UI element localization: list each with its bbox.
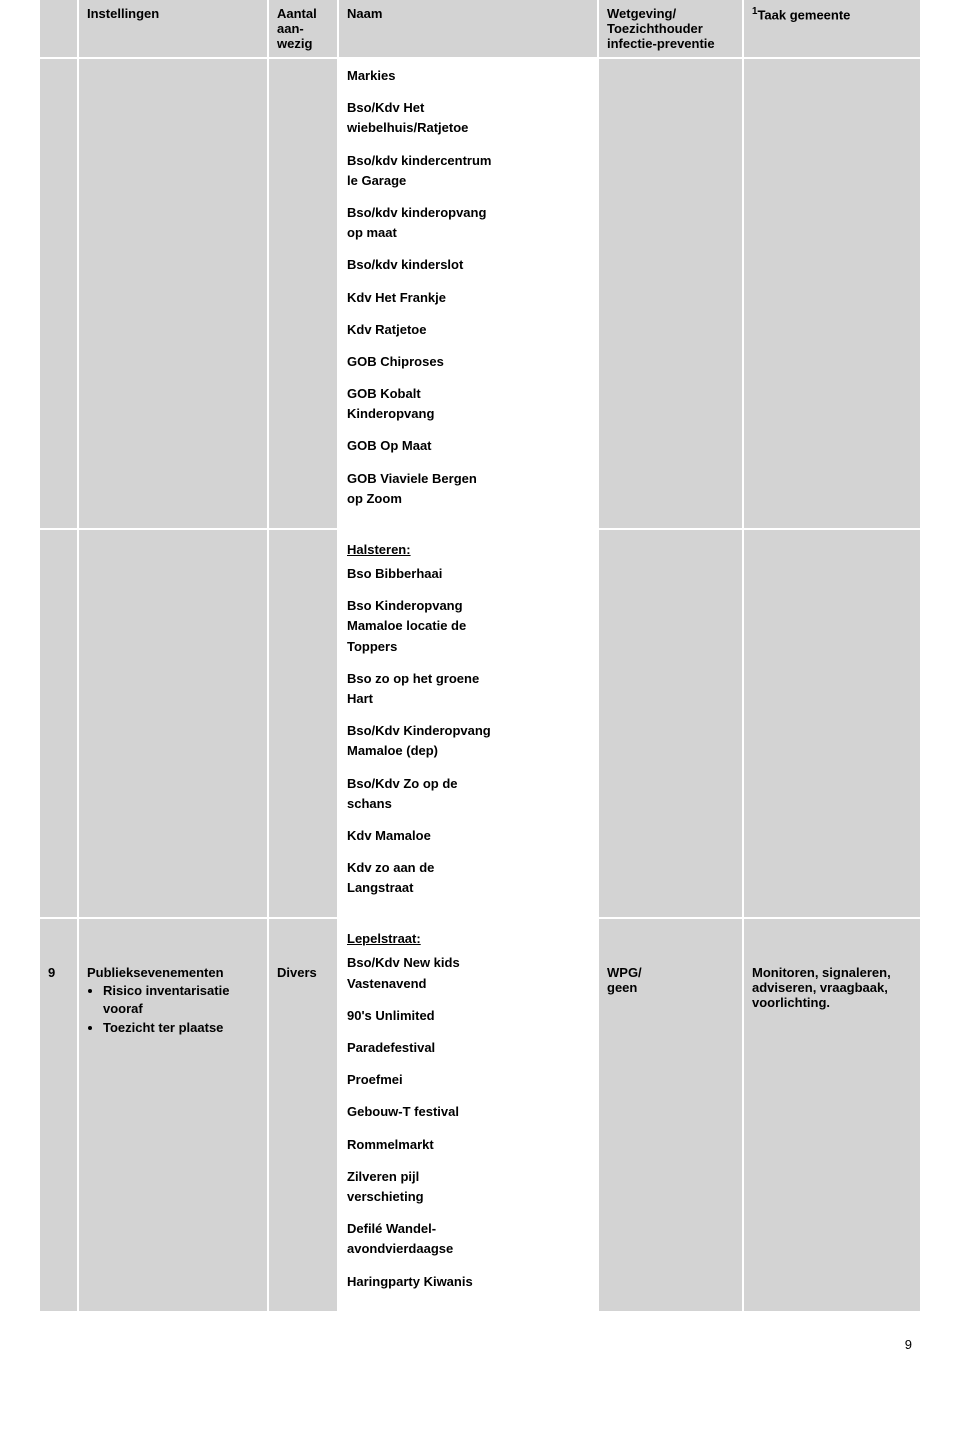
naam-line: Markies [347,67,589,85]
naam-line: Proefmei [347,1071,589,1089]
naam-line: Langstraat [347,879,589,897]
cell-aantal [268,529,338,918]
table-row: 9 Publieksevenementen Risico inventarisa… [40,918,920,1311]
cell-taak [743,58,920,529]
cell-instellingen [78,58,268,529]
naam-line: wiebelhuis/Ratjetoe [347,119,589,137]
page-container: Instellingen Aantal aan-wezig Naam Wetge… [0,0,960,1400]
naam-line: Zilveren pijl [347,1168,589,1186]
cell-naam: Lepelstraat: Bso/Kdv New kids Vastenavend 9… [338,918,598,1311]
naam-line: Bso/Kdv New kids [347,954,589,972]
cell-num [40,58,78,529]
naam-line: Bso/Kdv Zo op de [347,775,589,793]
naam-line: Bso/kdv kindercentrum [347,152,589,170]
bullet-item: Toezicht ter plaatse [103,1019,259,1037]
naam-line: Bso zo op het groene [347,670,589,688]
naam-line: Bso Bibberhaai [347,565,589,583]
wetgeving-value: WPG/ geen [607,965,642,995]
header-naam: Naam [338,0,598,58]
cell-instellingen: Publieksevenementen Risico inventarisati… [78,918,268,1311]
naam-line: Bso/Kdv Kinderopvang [347,722,589,740]
naam-line: Kdv Het Frankje [347,289,589,307]
naam-line: schans [347,795,589,813]
naam-line: op maat [347,224,589,242]
group-header: Halsteren: [347,542,589,557]
table-row: Halsteren: Bso Bibberhaai Bso Kinderopvang… [40,529,920,918]
cell-wetgeving [598,58,743,529]
naam-line: Kinderopvang [347,405,589,423]
naam-line: Hart [347,690,589,708]
naam-line: Gebouw-T festival [347,1103,589,1121]
taak-value: Monitoren, signaleren, adviseren, vraagb… [752,965,891,1010]
group-header: Lepelstraat: [347,931,589,946]
header-num [40,0,78,58]
naam-line: Mamaloe locatie de [347,617,589,635]
naam-line: verschieting [347,1188,589,1206]
table-row: Markies Bso/Kdv Het wiebelhuis/Ratjetoe Bso… [40,58,920,529]
cell-aantal [268,58,338,529]
naam-line: Toppers [347,638,589,656]
cell-naam: Halsteren: Bso Bibberhaai Bso Kinderopvang… [338,529,598,918]
main-table: Instellingen Aantal aan-wezig Naam Wetge… [40,0,920,1313]
header-instellingen: Instellingen [78,0,268,58]
bullet-item: Risico inventarisatie vooraf [103,982,259,1017]
naam-line: Bso/kdv kinderopvang [347,204,589,222]
naam-line: Mamaloe (dep) [347,742,589,760]
naam-line: Bso/Kdv Het [347,99,589,117]
page-number: 9 [40,1313,920,1360]
cell-taak [743,529,920,918]
naam-line: avondvierdaagse [347,1240,589,1258]
naam-line: Kdv Ratjetoe [347,321,589,339]
naam-line: le Garage [347,172,589,190]
cell-aantal: Divers [268,918,338,1311]
naam-line: Kdv zo aan de [347,859,589,877]
naam-line: GOB Chiproses [347,353,589,371]
naam-line: GOB Op Maat [347,437,589,455]
naam-line: Bso Kinderopvang [347,597,589,615]
cell-instellingen [78,529,268,918]
header-taak: 1Taak gemeente [743,0,920,58]
cell-num [40,529,78,918]
cell-naam: Markies Bso/Kdv Het wiebelhuis/Ratjetoe Bso… [338,58,598,529]
naam-line: op Zoom [347,490,589,508]
instellingen-title: Publieksevenementen [87,965,259,980]
table-header-row: Instellingen Aantal aan-wezig Naam Wetge… [40,0,920,58]
header-aantal: Aantal aan-wezig [268,0,338,58]
naam-line: Paradefestival [347,1039,589,1057]
cell-wetgeving [598,529,743,918]
cell-num: 9 [40,918,78,1311]
naam-line: Defilé Wandel- [347,1220,589,1238]
header-wetgeving: Wetgeving/ Toezichthouder infectie-preve… [598,0,743,58]
cell-wetgeving: WPG/ geen [598,918,743,1311]
aantal-value: Divers [277,965,317,980]
row-number: 9 [48,965,69,980]
naam-line: Haringparty Kiwanis [347,1273,589,1291]
cell-taak: Monitoren, signaleren, adviseren, vraagb… [743,918,920,1311]
header-taak-label: Taak gemeente [757,7,850,22]
naam-line: Bso/kdv kinderslot [347,256,589,274]
naam-line: GOB Viaviele Bergen [347,470,589,488]
naam-line: Vastenavend [347,975,589,993]
naam-line: Rommelmarkt [347,1136,589,1154]
instellingen-bullets: Risico inventarisatie vooraf Toezicht ter… [87,982,259,1036]
naam-line: GOB Kobalt [347,385,589,403]
naam-line: Kdv Mamaloe [347,827,589,845]
naam-line: 90's Unlimited [347,1007,589,1025]
